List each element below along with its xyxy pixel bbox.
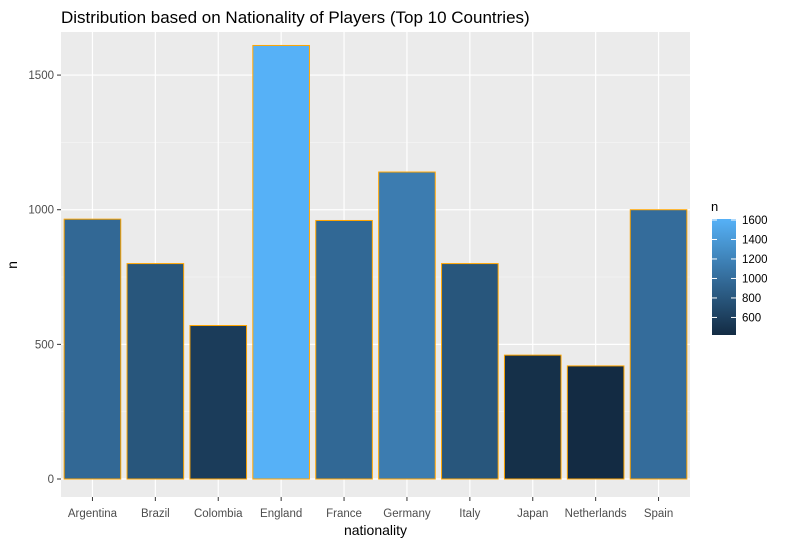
- legend-label: 1000: [742, 273, 768, 285]
- y-tick-label: 500: [35, 339, 54, 351]
- bars: [63, 44, 688, 480]
- y-axis: 0 500 1000 1500: [28, 70, 61, 486]
- x-tick-label: Colombia: [194, 508, 243, 520]
- x-tick-label: Brazil: [141, 508, 170, 520]
- bar-england: [252, 44, 310, 480]
- legend-label: 1600: [742, 215, 768, 227]
- x-tick-label: Netherlands: [565, 508, 627, 520]
- x-tick-label: France: [326, 508, 362, 520]
- x-tick-label: Italy: [459, 508, 480, 520]
- bar-japan: [503, 354, 562, 480]
- legend-label: 1400: [742, 234, 768, 246]
- bar-argentina: [63, 218, 122, 480]
- legend-label: 800: [742, 293, 761, 305]
- bar-france: [315, 219, 373, 480]
- legend-label: 600: [742, 312, 761, 324]
- x-axis: Argentina Brazil Colombia England France Germ…: [68, 497, 673, 520]
- bar-netherlands: [566, 365, 625, 480]
- chart-title: Distribution based on Nationality of Pla…: [61, 8, 530, 27]
- y-tick-label: 0: [48, 474, 54, 486]
- y-tick-label: 1500: [28, 70, 54, 82]
- legend-ticks: 1600 1400 1200 1000 800 600: [712, 215, 768, 324]
- x-tick-label: Spain: [644, 508, 673, 520]
- legend: n 1600 1400 1200 1000 800 600: [711, 199, 768, 335]
- x-tick-label: Germany: [383, 508, 431, 520]
- y-axis-title: n: [4, 261, 20, 269]
- legend-title: n: [711, 199, 718, 214]
- x-tick-label: Argentina: [68, 508, 118, 520]
- bar-brazil: [126, 263, 185, 480]
- x-axis-title: nationality: [344, 522, 407, 538]
- legend-label: 1200: [742, 254, 768, 266]
- x-tick-label: England: [260, 508, 302, 520]
- legend-colorbar: [712, 219, 736, 335]
- bar-colombia: [189, 325, 248, 480]
- x-tick-label: Japan: [517, 508, 548, 520]
- bar-italy: [441, 263, 499, 480]
- bar-spain: [629, 209, 688, 480]
- y-tick-label: 1000: [28, 205, 54, 217]
- bar-germany: [378, 171, 436, 480]
